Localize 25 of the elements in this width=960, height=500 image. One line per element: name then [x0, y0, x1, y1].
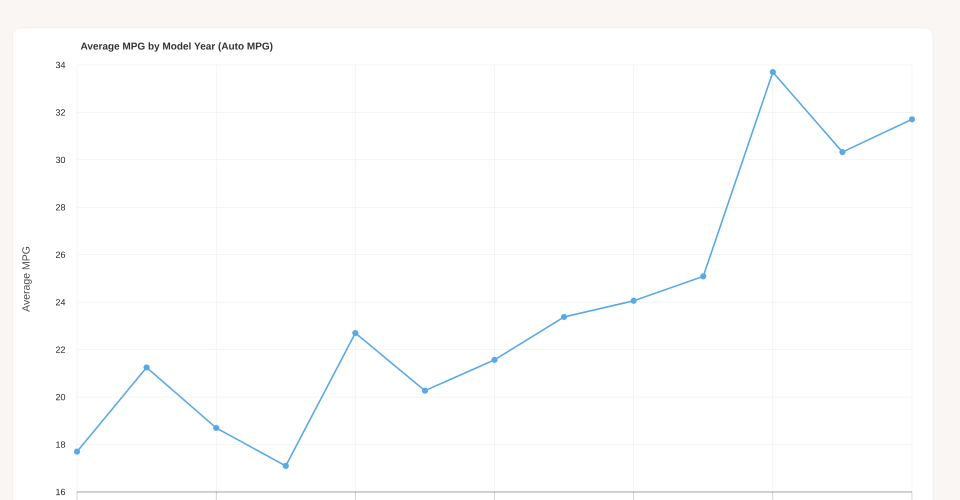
chart-title: Average MPG by Model Year (Auto MPG) — [80, 42, 272, 52]
point — [143, 364, 150, 371]
y-tick-label: 26 — [56, 252, 66, 258]
y-tick-label: 20 — [56, 394, 66, 400]
point — [630, 298, 637, 304]
point — [560, 314, 568, 320]
y-tick-label: 34 — [56, 62, 66, 68]
point — [700, 273, 706, 280]
point — [282, 462, 289, 469]
y-tick-label: 24 — [56, 299, 66, 306]
point — [770, 69, 776, 76]
point — [213, 424, 220, 432]
y-axis-title: Average MPG — [22, 246, 32, 312]
point — [74, 448, 80, 455]
point — [908, 116, 916, 122]
y-tick-label: 16 — [56, 488, 66, 496]
point — [839, 148, 846, 156]
y-tick-label: 22 — [56, 346, 66, 353]
point — [422, 388, 428, 394]
point — [491, 356, 498, 363]
y-tick-label: 30 — [56, 156, 66, 164]
y-tick-label: 32 — [56, 109, 66, 116]
point — [352, 330, 358, 336]
y-tick-label: 18 — [56, 441, 66, 448]
y-tick-label: 28 — [56, 204, 66, 211]
